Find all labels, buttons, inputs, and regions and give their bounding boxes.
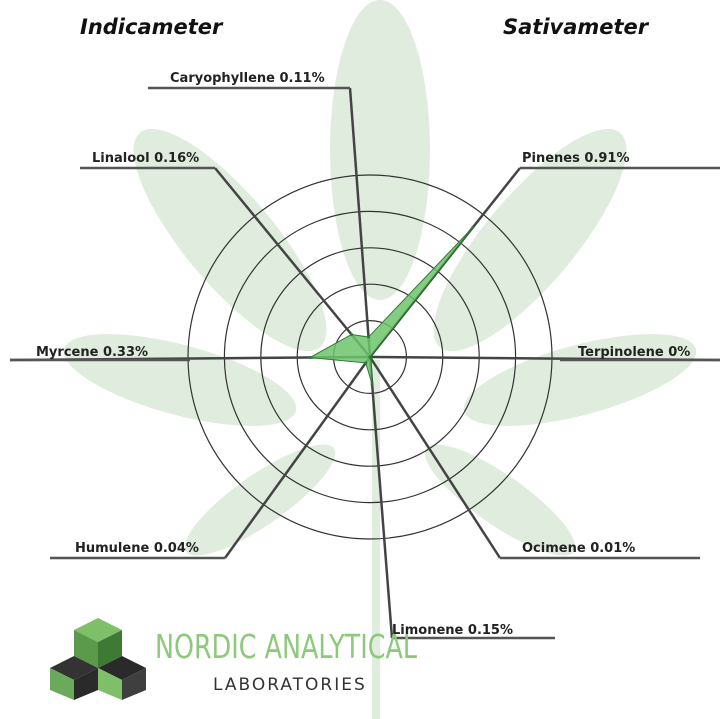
chart: Indicameter Sativameter Caryophyllene 0.… xyxy=(0,0,723,719)
value-label: 0.01% xyxy=(590,541,635,556)
logo-name: NORDIC ANALYTICAL xyxy=(155,627,417,666)
radar-point xyxy=(369,357,372,360)
value-label: 0.15% xyxy=(468,623,513,638)
value-label: 0.16% xyxy=(154,151,199,166)
category-name: Terpinolene xyxy=(578,345,664,360)
logo-subtitle: LABORATORIES xyxy=(213,675,367,695)
category-name: Ocimene xyxy=(522,541,586,556)
category-name: Caryophyllene xyxy=(170,71,275,86)
category-name: Humulene xyxy=(75,541,149,556)
value-label: 0.11% xyxy=(280,71,325,86)
category-name: Myrcene xyxy=(36,345,99,360)
value-label: 0% xyxy=(668,345,690,360)
radar-point xyxy=(364,361,367,364)
axis-label: Linalool 0.16% xyxy=(92,151,199,166)
radar-point xyxy=(308,356,311,359)
radar-point xyxy=(350,333,353,336)
radar-point xyxy=(371,383,374,386)
axis-label: Caryophyllene 0.11% xyxy=(170,71,325,86)
value-label: 0.33% xyxy=(103,345,148,360)
value-label: 0.91% xyxy=(584,151,629,166)
axis-label: Myrcene 0.33% xyxy=(36,345,148,360)
radar-point xyxy=(367,336,370,339)
axis-label: Terpinolene 0% xyxy=(578,345,690,360)
right-title: Sativameter xyxy=(503,15,650,39)
radar-point xyxy=(471,226,474,229)
axis-label: Pinenes 0.91% xyxy=(522,151,630,166)
axis-label: Humulene 0.04% xyxy=(75,541,199,556)
category-name: Pinenes xyxy=(522,151,580,166)
logo: NORDIC ANALYTICAL LABORATORIES xyxy=(50,618,417,700)
left-title: Indicameter xyxy=(80,15,224,39)
category-name: Linalool xyxy=(92,151,150,166)
axis-label: Ocimene 0.01% xyxy=(522,541,635,556)
value-label: 0.04% xyxy=(154,541,199,556)
